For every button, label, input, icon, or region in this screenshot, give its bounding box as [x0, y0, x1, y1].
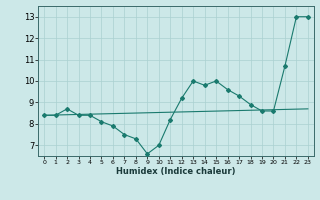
- X-axis label: Humidex (Indice chaleur): Humidex (Indice chaleur): [116, 167, 236, 176]
